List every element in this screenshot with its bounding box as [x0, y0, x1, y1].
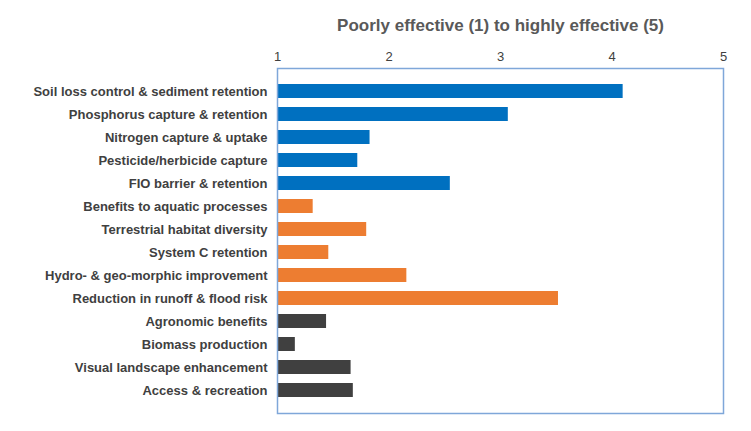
svg-text:Visual landscape enhancement: Visual landscape enhancement: [75, 360, 268, 375]
svg-text:Benefits to aquatic processes: Benefits to aquatic processes: [83, 199, 267, 214]
svg-text:1: 1: [274, 49, 281, 64]
svg-text:4: 4: [608, 49, 615, 64]
svg-text:Access & recreation: Access & recreation: [142, 383, 267, 398]
svg-text:Poorly effective (1) to highly: Poorly effective (1) to highly effective…: [337, 16, 664, 35]
svg-text:Hydro- & geo-morphic improveme: Hydro- & geo-morphic improvement: [45, 268, 268, 283]
svg-text:Biomass production: Biomass production: [142, 337, 268, 352]
svg-text:Reduction in runoff & flood ri: Reduction in runoff & flood risk: [73, 291, 269, 306]
svg-text:5: 5: [720, 49, 727, 64]
svg-text:Soil loss control & sediment r: Soil loss control & sediment retention: [33, 84, 267, 99]
svg-text:Phosphorus capture & retention: Phosphorus capture & retention: [69, 107, 268, 122]
svg-text:Agronomic benefits: Agronomic benefits: [145, 314, 267, 329]
svg-text:3: 3: [497, 49, 504, 64]
svg-text:Nitrogen capture & uptake: Nitrogen capture & uptake: [105, 130, 268, 145]
svg-text:Pesticide/herbicide capture: Pesticide/herbicide capture: [98, 153, 267, 168]
svg-text:2: 2: [385, 49, 392, 64]
svg-text:System C retention: System C retention: [149, 245, 268, 260]
svg-text:Terrestrial habitat diversity: Terrestrial habitat diversity: [102, 222, 269, 237]
svg-text:FIO barrier & retention: FIO barrier & retention: [129, 176, 268, 191]
